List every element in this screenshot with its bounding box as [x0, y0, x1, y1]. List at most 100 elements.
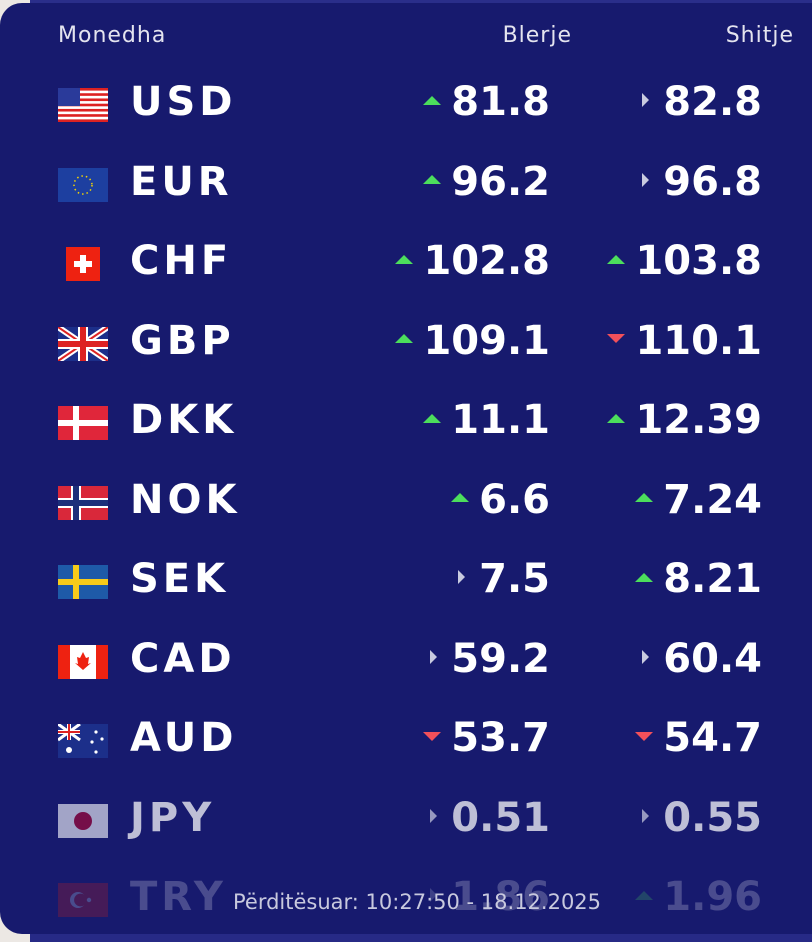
rate-row-chf: CHF 102.8 103.8 — [0, 234, 812, 294]
sell-rate: 8.21 — [635, 556, 762, 602]
buy-rate: 1.86 — [430, 874, 550, 920]
sell-rate: 110.1 — [607, 318, 762, 364]
gb-flag-icon — [58, 326, 108, 361]
currency-code: GBP — [130, 317, 235, 364]
trend-up-icon — [635, 493, 654, 502]
sell-rate: 0.55 — [642, 795, 762, 841]
buy-value: 11.1 — [451, 397, 550, 443]
buy-rate: 102.8 — [395, 238, 550, 284]
currency-code: TRY — [130, 874, 227, 920]
header-currency: Monedha — [58, 23, 167, 48]
buy-value: 109.1 — [423, 317, 550, 364]
trend-up-icon — [635, 572, 654, 582]
sell-rate: 7.24 — [635, 477, 762, 523]
buy-rate: 81.8 — [423, 79, 550, 125]
bottom-bar — [30, 934, 812, 942]
trend-flat-icon — [642, 649, 650, 664]
buy-value: 1.86 — [451, 874, 550, 920]
sell-rate: 54.7 — [635, 715, 762, 761]
currency-code: CAD — [130, 635, 236, 682]
trend-up-icon — [607, 254, 626, 264]
buy-value: 102.8 — [423, 238, 550, 284]
rate-row-sek: SEK 7.5 8.21 — [0, 552, 812, 612]
buy-value: 81.8 — [451, 79, 550, 125]
rate-row-dkk: DKK 11.1 12.39 — [0, 393, 812, 453]
trend-up-icon — [423, 95, 442, 105]
buy-value: 7.5 — [479, 556, 550, 602]
trend-down-icon — [423, 731, 442, 741]
sell-value: 60.4 — [663, 635, 762, 682]
currency-code: DKK — [130, 397, 238, 443]
sell-value: 110.1 — [635, 317, 762, 364]
trend-flat-icon — [642, 172, 650, 187]
sell-rate: 96.8 — [642, 159, 762, 205]
rate-row-usd: USD 81.8 82.8 — [0, 75, 812, 135]
sell-value: 1.96 — [663, 874, 762, 920]
rate-row-try: TRY 1.86 1.96 — [0, 870, 812, 930]
ch-flag-icon — [58, 247, 108, 281]
trend-down-icon — [607, 334, 626, 343]
trend-up-icon — [423, 413, 442, 423]
sell-rate: 1.96 — [635, 874, 762, 920]
trend-up-icon — [395, 334, 414, 343]
trend-flat-icon — [642, 93, 650, 107]
rate-row-jpy: JPY 0.51 0.55 — [0, 791, 812, 851]
buy-rate: 0.51 — [430, 795, 550, 841]
sell-rate: 60.4 — [642, 636, 762, 682]
top-bar — [30, 0, 812, 4]
trend-flat-icon — [430, 649, 438, 664]
trend-up-icon — [451, 493, 470, 502]
currency-code: AUD — [130, 715, 238, 761]
rate-row-gbp: GBP 109.1 110.1 — [0, 314, 812, 374]
trend-flat-icon — [458, 570, 466, 584]
last-updated: Përditësuar: 10:27:50 - 18.12.2025 — [233, 890, 602, 914]
rate-row-eur: EUR 96.2 96.8 — [0, 155, 812, 215]
buy-value: 53.7 — [451, 715, 550, 761]
buy-rate: 59.2 — [430, 636, 550, 682]
currency-code: NOK — [130, 476, 241, 523]
rate-row-nok: NOK 6.6 7.24 — [0, 473, 812, 533]
sell-value: 103.8 — [635, 238, 762, 284]
dk-flag-icon — [58, 406, 108, 440]
sell-value: 8.21 — [663, 556, 762, 602]
se-flag-icon — [58, 565, 108, 599]
buy-value: 96.2 — [451, 158, 550, 205]
header-buy: Blerje — [502, 23, 572, 48]
currency-code: EUR — [130, 158, 233, 205]
trend-flat-icon — [642, 808, 650, 823]
rate-row-cad: CAD 59.2 60.4 — [0, 632, 812, 692]
sell-value: 0.55 — [663, 794, 762, 841]
trend-flat-icon — [430, 888, 438, 902]
sell-value: 12.39 — [635, 397, 762, 443]
ca-flag-icon — [58, 644, 108, 679]
header-sell: Shitje — [725, 23, 794, 48]
currency-code: SEK — [130, 556, 230, 602]
au-flag-icon — [58, 724, 108, 758]
buy-rate: 109.1 — [395, 318, 550, 364]
sell-value: 54.7 — [663, 715, 762, 761]
sell-value: 82.8 — [663, 79, 762, 125]
buy-rate: 6.6 — [451, 477, 550, 523]
buy-value: 0.51 — [451, 794, 550, 841]
exchange-rates-panel: Monedha Blerje Shitje USD 81.8 82.8 EUR … — [0, 3, 812, 934]
tr-flag-icon — [58, 883, 108, 917]
buy-rate: 53.7 — [423, 715, 550, 761]
buy-value: 59.2 — [451, 635, 550, 682]
eu-flag-icon — [58, 167, 108, 202]
sell-rate: 103.8 — [607, 238, 762, 284]
buy-rate: 7.5 — [458, 556, 550, 602]
buy-value: 6.6 — [479, 476, 550, 523]
currency-code: JPY — [130, 794, 216, 841]
rate-row-aud: AUD 53.7 54.7 — [0, 711, 812, 771]
currency-code: USD — [130, 79, 237, 125]
us-flag-icon — [58, 88, 108, 122]
trend-flat-icon — [430, 808, 438, 823]
buy-rate: 96.2 — [423, 159, 550, 205]
jp-flag-icon — [58, 803, 108, 838]
no-flag-icon — [58, 485, 108, 520]
trend-up-icon — [635, 890, 654, 900]
trend-up-icon — [423, 175, 442, 184]
sell-rate: 12.39 — [607, 397, 762, 443]
sell-value: 96.8 — [663, 158, 762, 205]
trend-up-icon — [607, 413, 626, 423]
